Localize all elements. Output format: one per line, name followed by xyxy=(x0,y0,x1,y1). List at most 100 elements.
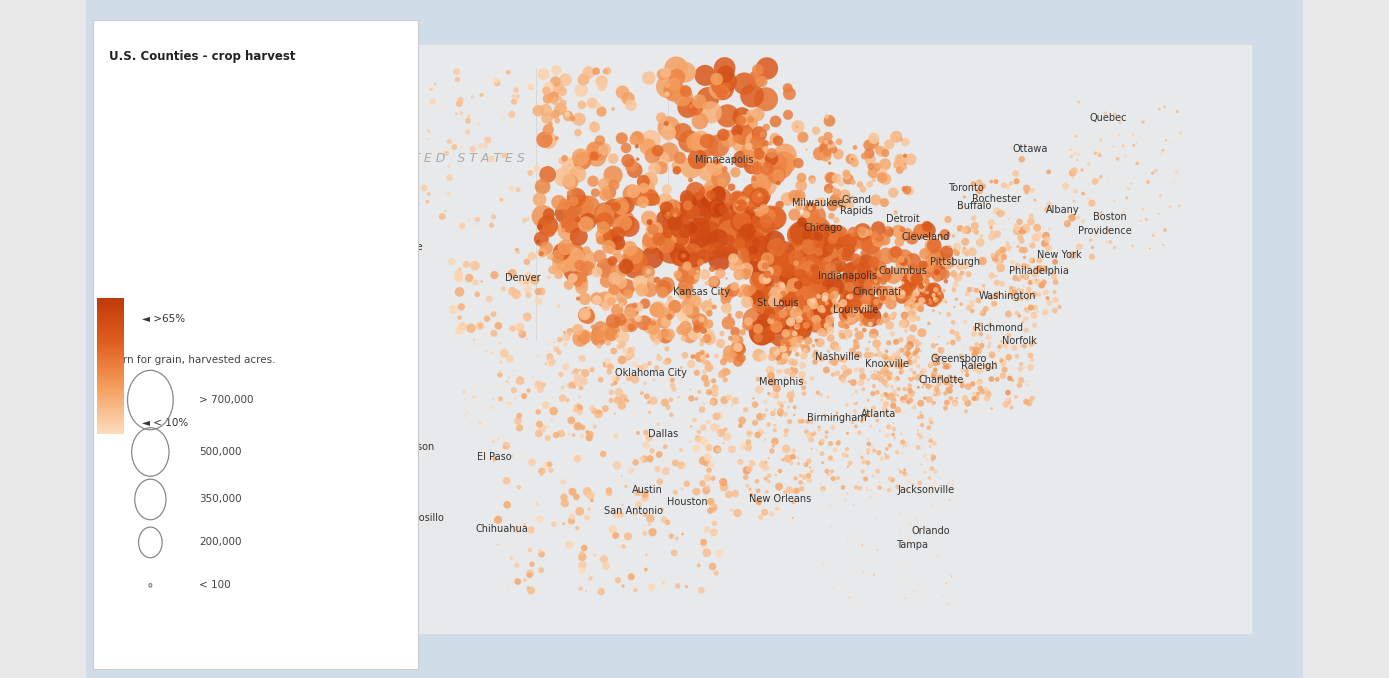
Point xyxy=(1004,287,1026,298)
Point xyxy=(936,338,958,348)
Point xyxy=(388,113,410,123)
Point xyxy=(661,300,683,311)
Point xyxy=(569,583,592,594)
Point xyxy=(796,426,818,437)
Point xyxy=(815,566,838,577)
Point xyxy=(782,279,804,290)
Point xyxy=(901,271,924,281)
Point xyxy=(556,361,578,372)
Point xyxy=(351,205,374,216)
Point xyxy=(588,408,610,419)
Point xyxy=(799,429,821,440)
Point xyxy=(188,148,210,159)
Point xyxy=(940,393,963,403)
Point xyxy=(914,467,936,478)
Point xyxy=(874,270,896,281)
Point xyxy=(749,237,771,248)
Point xyxy=(672,251,694,262)
Point xyxy=(310,201,332,212)
Point xyxy=(740,490,763,500)
Point xyxy=(895,288,917,299)
Point xyxy=(1147,208,1170,219)
Point xyxy=(278,333,300,344)
Point xyxy=(885,374,907,385)
Point xyxy=(567,127,589,138)
Point xyxy=(740,200,763,211)
Point xyxy=(975,304,997,315)
Point xyxy=(931,483,953,494)
Point xyxy=(729,201,751,212)
Point xyxy=(768,315,790,326)
Point xyxy=(1163,177,1185,188)
Point xyxy=(643,194,665,205)
Point xyxy=(892,393,914,404)
Point xyxy=(772,288,795,299)
Point xyxy=(203,161,225,172)
Point xyxy=(806,306,828,317)
Point xyxy=(513,391,535,401)
Point xyxy=(860,366,882,377)
Point xyxy=(538,360,560,371)
Text: Chicago: Chicago xyxy=(804,223,843,233)
Point xyxy=(875,380,897,391)
Point xyxy=(1011,271,1033,282)
Point xyxy=(1021,240,1043,251)
Point xyxy=(767,136,789,146)
Point xyxy=(942,475,964,485)
Point xyxy=(493,113,515,124)
Point xyxy=(540,464,563,475)
Point xyxy=(1021,338,1043,349)
Text: Cleveland: Cleveland xyxy=(901,233,950,242)
Point xyxy=(1097,224,1120,235)
Point xyxy=(881,475,903,485)
Point xyxy=(713,437,735,448)
Point xyxy=(888,226,910,237)
Point xyxy=(781,363,803,374)
Point xyxy=(785,337,807,348)
Point xyxy=(594,66,617,77)
Point xyxy=(754,209,776,220)
Point xyxy=(856,350,878,361)
Point xyxy=(724,281,746,292)
Point xyxy=(767,319,789,330)
Point xyxy=(731,199,753,210)
Point xyxy=(881,311,903,322)
Point xyxy=(792,294,814,305)
Point xyxy=(824,445,846,456)
Point xyxy=(846,301,868,312)
Point xyxy=(1000,266,1022,277)
Point xyxy=(589,135,611,146)
Point xyxy=(1096,236,1118,247)
Point xyxy=(1068,241,1090,252)
Point xyxy=(853,536,875,546)
Point xyxy=(321,372,343,382)
Point xyxy=(832,376,854,386)
Point xyxy=(868,477,890,487)
Point xyxy=(820,248,842,259)
Point xyxy=(793,285,815,296)
Point xyxy=(697,305,720,316)
Text: Minneapolis: Minneapolis xyxy=(694,155,753,165)
Point xyxy=(758,365,781,376)
Point xyxy=(706,245,728,256)
Point xyxy=(342,123,364,134)
Point xyxy=(876,354,899,365)
Point xyxy=(578,431,600,442)
Point xyxy=(1150,148,1172,159)
Point xyxy=(675,67,697,78)
Point xyxy=(764,311,786,322)
Point xyxy=(325,405,347,416)
Point xyxy=(838,309,860,320)
Point xyxy=(981,351,1003,361)
Point xyxy=(826,362,849,373)
Point xyxy=(593,360,615,371)
Point xyxy=(790,483,813,494)
Point xyxy=(997,397,1020,408)
Text: Austin: Austin xyxy=(632,485,663,496)
Point xyxy=(1090,207,1113,218)
Point xyxy=(647,304,669,315)
Text: Pittsburgh: Pittsburgh xyxy=(931,257,981,267)
Text: Providence: Providence xyxy=(1078,226,1132,235)
Point xyxy=(594,561,617,572)
Point xyxy=(922,294,945,304)
